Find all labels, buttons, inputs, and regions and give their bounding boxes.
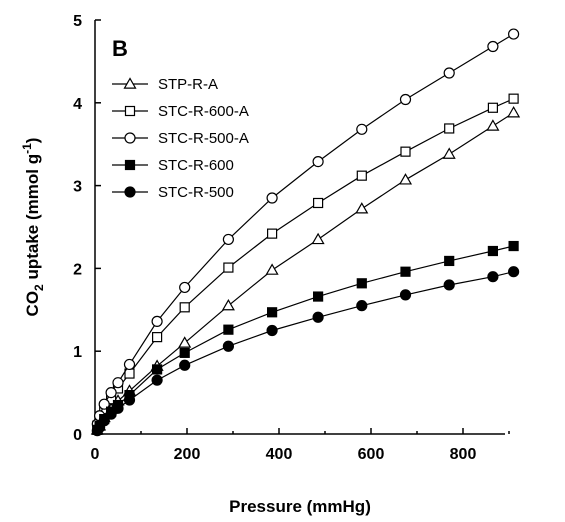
legend-item: STC-R-600: [112, 157, 234, 174]
legend-marker: [124, 132, 136, 144]
x-tick-label: 600: [358, 446, 385, 463]
data-point: [400, 146, 411, 157]
data-point: [112, 377, 124, 389]
data-point: [398, 173, 413, 185]
legend-item: STC-R-500-A: [112, 130, 249, 147]
series-line: [96, 33, 514, 425]
x-tick-label: 200: [174, 446, 201, 463]
x-tick-label: 0: [91, 446, 100, 463]
data-point: [151, 374, 163, 386]
data-point: [179, 347, 190, 358]
data-point: [400, 266, 411, 277]
data-point: [152, 332, 163, 343]
y-tick-label: 4: [73, 96, 82, 113]
data-point: [178, 336, 192, 348]
legend-label: STC-R-600: [158, 157, 234, 174]
series-line: [96, 271, 514, 432]
data-point: [123, 394, 136, 406]
data-point: [267, 307, 278, 318]
data-point: [311, 232, 325, 245]
data-point: [266, 324, 278, 337]
y-ticks: 0 1 2 3 4 5: [73, 13, 101, 444]
y-tick-label: 0: [73, 427, 82, 444]
axes: [94, 20, 505, 435]
data-point: [98, 415, 110, 427]
data-point: [487, 271, 499, 283]
data-point: [356, 278, 367, 289]
data-point: [508, 93, 519, 104]
legend-label: STC-R-500: [158, 184, 234, 201]
data-point: [444, 123, 455, 134]
data-point: [265, 263, 279, 275]
data-point: [312, 311, 324, 323]
x-ticks: 0 200 400 600 800: [91, 428, 510, 463]
legend-label: STC-R-600-A: [158, 103, 249, 120]
y-axis-title-prefix: CO: [23, 291, 42, 317]
legend-marker: [124, 105, 136, 117]
data-point: [356, 300, 368, 312]
data-point: [222, 340, 234, 352]
data-point: [123, 358, 136, 371]
data-point: [105, 387, 117, 399]
x-axis-title: Pressure (mmHg): [229, 497, 371, 516]
data-point: [313, 197, 324, 209]
data-point: [266, 192, 278, 204]
data-point: [221, 298, 235, 311]
y-tick-label: 3: [73, 179, 82, 196]
x-tick-label: 400: [266, 446, 293, 463]
data-point: [223, 262, 234, 273]
data-point: [507, 28, 520, 40]
series-stc-r-500: [91, 266, 520, 437]
data-point: [267, 228, 278, 239]
data-point: [442, 147, 456, 159]
data-point: [179, 281, 191, 294]
y-axis-title-suffix: ): [23, 138, 42, 144]
legend-marker: [123, 77, 137, 89]
legend: STP-R-A STC-R-600-A STC-R-500-A STC-R-600 ST…: [112, 76, 249, 201]
legend-item: STC-R-500: [112, 184, 234, 201]
y-axis-title-middle: uptake (mmol g: [23, 154, 42, 284]
data-point: [507, 266, 520, 278]
y-axis-title-superscript: -1: [20, 143, 34, 154]
y-tick-label: 1: [73, 344, 82, 361]
data-point: [487, 40, 499, 53]
legend-label: STP-R-A: [158, 76, 218, 93]
legend-item: STC-R-600-A: [112, 103, 249, 120]
data-point: [487, 102, 498, 113]
y-tick-label: 2: [73, 261, 82, 278]
data-point: [399, 289, 412, 301]
data-point: [443, 67, 455, 79]
series-group: [90, 28, 521, 437]
data-point: [312, 155, 324, 168]
data-point: [487, 245, 498, 257]
panel-label: B: [112, 36, 128, 61]
data-point: [356, 123, 368, 135]
data-point: [356, 170, 367, 181]
data-point: [112, 402, 124, 414]
data-point: [179, 302, 190, 313]
data-point: [152, 364, 163, 375]
data-point: [508, 240, 519, 252]
y-axis-title-subscript: 2: [32, 284, 46, 291]
data-point: [355, 202, 369, 214]
data-point: [179, 359, 191, 371]
y-axis-title: CO2 uptake (mmol g-1): [20, 138, 46, 317]
data-point: [151, 315, 163, 327]
data-point: [222, 233, 234, 246]
data-point: [399, 93, 412, 106]
data-point: [313, 291, 324, 302]
legend-marker: [124, 159, 136, 171]
data-point: [507, 106, 521, 118]
data-point: [443, 279, 455, 291]
legend-label: STC-R-500-A: [158, 130, 249, 147]
data-point: [486, 119, 500, 131]
legend-item: STP-R-A: [112, 76, 218, 93]
data-point: [444, 255, 455, 267]
data-point: [223, 324, 234, 335]
y-tick-label: 5: [73, 13, 82, 30]
legend-marker: [124, 186, 136, 198]
x-tick-label: 800: [450, 446, 477, 463]
